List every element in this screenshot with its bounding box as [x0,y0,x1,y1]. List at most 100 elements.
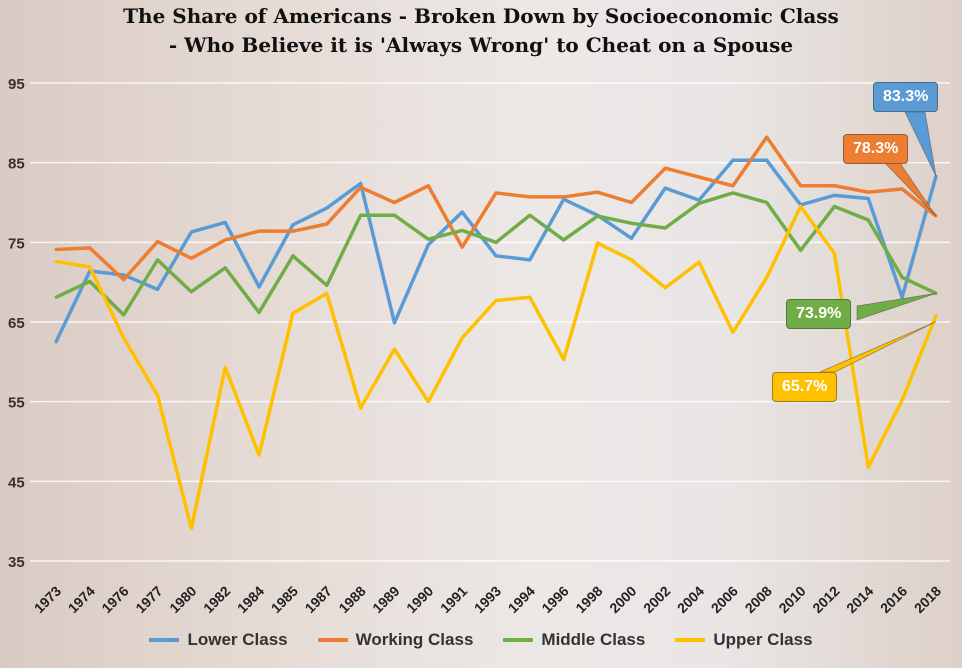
data-point [359,181,363,185]
data-point [866,190,870,194]
data-point [122,278,126,282]
data-point [528,195,532,199]
y-tick-label: 75 [8,235,25,252]
data-point [156,287,160,291]
y-tick-label: 35 [8,554,25,571]
x-tick-label: 1989 [369,583,402,616]
legend: Lower Class Working Class Middle Class U… [0,630,962,650]
data-point [460,336,464,340]
legend-swatch [317,638,348,642]
data-point [866,218,870,222]
data-point [596,241,600,245]
title-line-1: The Share of Americans - Broken Down by … [123,4,839,28]
x-tick-label: 2000 [606,583,639,616]
callout-upper-class: 65.7% [772,372,838,402]
x-tick-label: 1993 [471,583,504,616]
legend-label: Upper Class [713,630,813,649]
data-point [900,187,904,191]
x-tick-label: 1987 [302,583,335,616]
data-point [731,330,735,334]
data-point [156,258,160,262]
data-point [189,230,193,234]
data-point [731,191,735,195]
x-tick-label: 1980 [166,583,199,616]
data-point [494,240,498,244]
data-point [325,206,329,210]
data-point [392,213,396,217]
data-point [528,258,532,262]
data-point [189,290,193,294]
data-point [562,357,566,361]
x-tick-label: 2010 [775,583,808,616]
legend-swatch [675,638,706,642]
chart-title: The Share of Americans - Broken Down by … [0,2,962,60]
data-point [54,340,58,344]
y-tick-label: 55 [8,395,25,412]
data-point [799,184,803,188]
data-point [832,184,836,188]
data-point [291,311,295,315]
data-point [223,220,227,224]
data-point [900,275,904,279]
legend-item-working: Working Class [317,630,473,650]
data-point [663,226,667,230]
data-point [257,285,261,289]
callout-middle-class: 73.9% [786,299,852,329]
x-tick-label: 2014 [843,583,876,616]
data-point [765,135,769,139]
data-point [325,222,329,226]
data-point [629,201,633,204]
data-point [291,229,295,233]
data-point [934,314,938,318]
data-point [562,195,566,199]
data-point [866,197,870,201]
data-point [629,258,633,262]
callout-pointer [904,111,937,177]
data-point [223,365,227,369]
data-point [291,254,295,258]
data-point [866,465,870,469]
title-line-2: - Who Believe it is 'Always Wrong' to Ch… [168,33,794,57]
data-point [596,190,600,194]
x-tick-label: 1990 [403,583,436,616]
data-point [325,283,329,287]
data-point [122,336,126,340]
data-point [494,254,498,258]
data-point [359,185,363,189]
data-point [765,275,769,279]
data-point [156,240,160,244]
legend-label: Middle Class [541,630,646,649]
data-point [731,184,735,188]
y-tick-label: 95 [8,76,25,93]
data-point [900,295,904,299]
data-point [426,243,430,247]
callout-pointer [856,292,937,321]
y-tick-label: 65 [8,315,25,332]
data-point [122,273,126,277]
data-point [88,265,92,269]
data-point [629,236,633,240]
data-point [426,237,430,241]
x-tick-label: 1991 [437,583,470,616]
x-tick-label: 1985 [268,583,301,616]
data-point [697,201,701,205]
x-tick-label: 2006 [708,583,741,616]
data-point [359,213,363,217]
legend-swatch [503,638,534,642]
data-point [697,175,701,179]
data-point [54,295,58,299]
x-tick-label: 2016 [877,583,910,616]
data-point [629,221,633,225]
data-point [596,214,600,218]
x-tick-label: 2004 [674,583,707,616]
data-point [426,400,430,404]
data-point [494,298,498,302]
callout-lower-class: 83.3% [873,82,939,112]
x-tick-label: 2012 [809,583,842,616]
data-point [426,184,430,188]
data-point [88,279,92,283]
data-point [663,186,667,190]
data-point [392,321,396,325]
data-point [88,246,92,250]
